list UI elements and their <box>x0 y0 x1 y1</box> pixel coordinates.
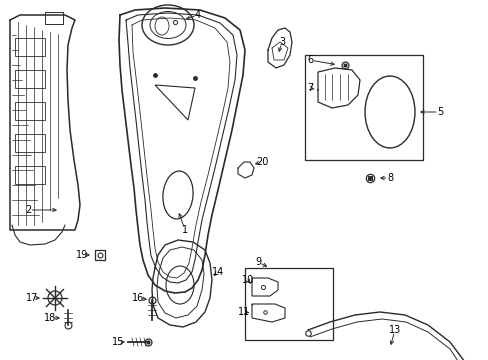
Bar <box>15 70 45 88</box>
Text: 6: 6 <box>306 55 312 65</box>
Text: 20: 20 <box>255 157 267 167</box>
Text: 8: 8 <box>386 173 392 183</box>
Text: 13: 13 <box>388 325 400 335</box>
Text: 1: 1 <box>182 225 188 235</box>
Text: 15: 15 <box>112 337 124 347</box>
Bar <box>305 55 422 160</box>
Bar <box>15 38 45 56</box>
Text: 9: 9 <box>254 257 261 267</box>
Bar <box>15 166 45 184</box>
Text: 11: 11 <box>237 307 250 317</box>
Bar <box>244 268 332 340</box>
Text: 18: 18 <box>44 313 56 323</box>
Text: 14: 14 <box>211 267 224 277</box>
Text: 7: 7 <box>306 83 312 93</box>
Text: 3: 3 <box>278 37 285 47</box>
Bar <box>15 134 45 152</box>
Bar <box>15 102 45 120</box>
Text: 19: 19 <box>76 250 88 260</box>
Text: 10: 10 <box>242 275 254 285</box>
Text: 4: 4 <box>195 10 201 20</box>
Text: 17: 17 <box>26 293 38 303</box>
Text: 16: 16 <box>132 293 144 303</box>
Text: 5: 5 <box>436 107 442 117</box>
Text: 2: 2 <box>25 205 31 215</box>
Bar <box>45 12 63 24</box>
